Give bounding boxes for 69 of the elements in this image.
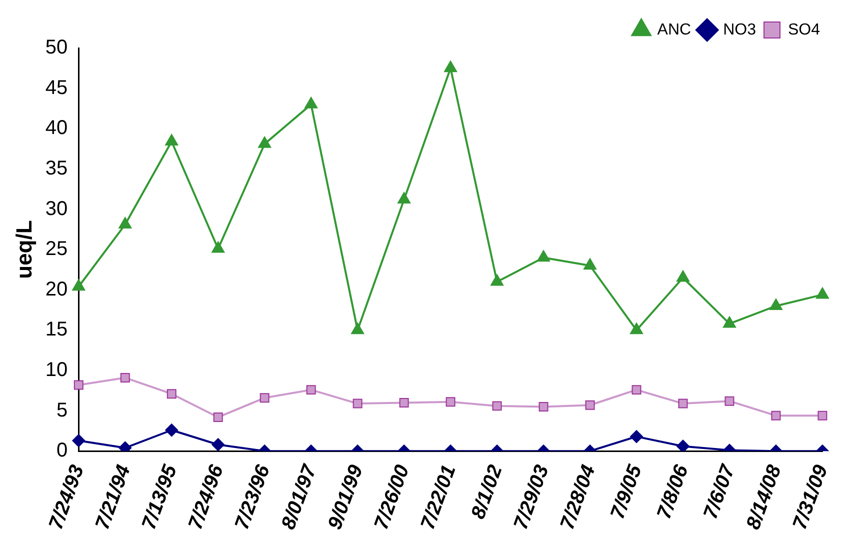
point	[538, 402, 548, 412]
point	[816, 287, 830, 299]
point	[351, 322, 364, 334]
point	[446, 397, 456, 407]
point	[583, 258, 597, 270]
point	[212, 438, 225, 452]
y-tick-label: 0	[56, 440, 68, 462]
x-tick-label: 7/31/09	[788, 461, 833, 532]
point	[771, 410, 781, 420]
point	[72, 434, 86, 448]
x-tick-label: 7/9/05	[606, 461, 647, 522]
y-tick-label: 20	[45, 278, 68, 300]
point	[72, 279, 86, 291]
point	[74, 380, 84, 390]
point	[213, 412, 223, 422]
point	[632, 385, 642, 395]
point	[585, 400, 595, 410]
point	[724, 396, 734, 406]
point	[490, 274, 504, 286]
y-axis-title: ueq/L	[11, 220, 36, 279]
y-tick-label: 30	[45, 198, 68, 220]
point	[397, 192, 411, 204]
point	[165, 424, 178, 437]
point	[678, 398, 688, 408]
x-tick-label: 7/24/96	[184, 461, 228, 532]
point	[166, 389, 176, 399]
y-tick-label: 45	[45, 76, 68, 99]
legend-label: ANC	[657, 21, 692, 38]
x-tick-label: 7/8/06	[653, 461, 694, 522]
point	[722, 316, 736, 328]
x-tick-label: 7/6/07	[700, 461, 740, 522]
x-tick-label: 7/23/96	[230, 461, 275, 532]
y-tick-label: 15	[45, 318, 68, 341]
x-tick-label: 7/24/93	[45, 462, 89, 532]
x-tick-label: 7/29/03	[510, 462, 554, 532]
point	[212, 241, 225, 253]
x-tick-label: 7/13/95	[138, 461, 182, 532]
y-tick-label: 25	[45, 238, 68, 260]
point	[630, 322, 644, 334]
point	[676, 270, 690, 282]
point	[818, 410, 828, 420]
point	[399, 398, 409, 408]
point	[120, 372, 130, 382]
point	[118, 217, 132, 229]
x-tick-label: 9/01/99	[324, 461, 368, 532]
point	[444, 60, 458, 72]
x-tick-label: 8/1/02	[467, 462, 507, 522]
point	[676, 440, 690, 452]
y-tick-label: 10	[45, 358, 68, 381]
point	[306, 385, 316, 395]
point	[492, 401, 502, 411]
y-tick-label: 35	[45, 157, 68, 180]
x-tick-label: 8/01/97	[277, 461, 322, 532]
point	[258, 136, 272, 148]
point	[630, 430, 643, 444]
y-tick-label: 5	[56, 399, 68, 422]
y-tick-label: 50	[45, 36, 68, 59]
point	[769, 298, 783, 310]
point	[352, 398, 362, 408]
point	[304, 96, 318, 108]
legend-label: SO4	[788, 21, 820, 38]
legend-label: NO3	[723, 21, 756, 38]
x-tick-label: 8/14/08	[742, 461, 786, 532]
point	[260, 393, 270, 403]
point	[165, 134, 178, 146]
x-tick-label: 7/26/00	[370, 462, 414, 532]
point	[536, 250, 550, 262]
y-tick-label: 40	[45, 117, 68, 140]
x-tick-label: 7/28/04	[556, 462, 600, 532]
